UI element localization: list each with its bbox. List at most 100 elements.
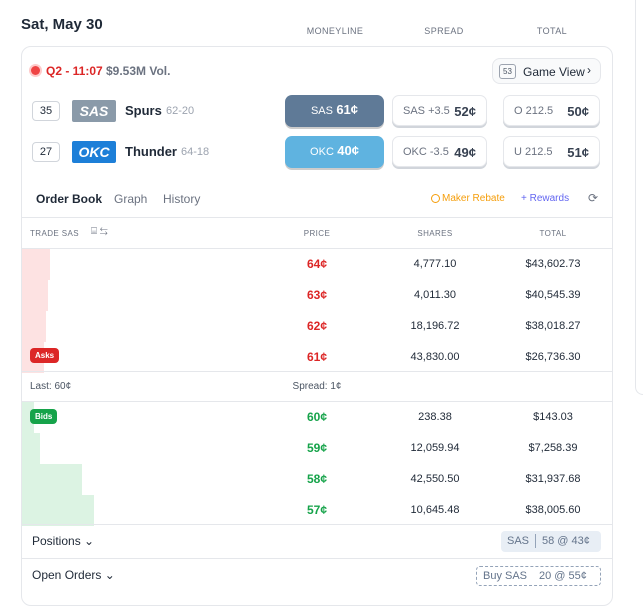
price: 61¢ (306, 350, 328, 364)
divider (22, 217, 612, 218)
depth-bar (22, 464, 82, 495)
col-header: TOTAL (536, 26, 568, 36)
spread-button[interactable]: OKC -3.5 49¢ (392, 136, 487, 167)
spread: Spread: 1¢ (292, 381, 342, 392)
asks-badge: Asks (30, 348, 60, 363)
price: 61¢ (336, 102, 359, 117)
shares: 10,645.48 (410, 504, 460, 516)
total: $26,736.30 (525, 351, 581, 363)
col-header: MONEYLINE (306, 26, 364, 36)
label: SAS (310, 105, 333, 117)
total: $143.03 (533, 411, 573, 423)
chevron: › (587, 63, 591, 77)
price: 58¢ (306, 472, 328, 486)
divider (22, 371, 612, 372)
side: SAS (507, 535, 530, 547)
depth-bar (22, 280, 48, 311)
depth-bar (22, 495, 94, 526)
label: Open Orders (32, 568, 102, 582)
price: 57¢ (306, 503, 328, 517)
label: OKC -3.5 (403, 146, 449, 158)
detail: 58 @ 43¢ (542, 535, 590, 547)
price: 50¢ (567, 104, 589, 119)
price: 49¢ (454, 145, 476, 160)
shares: 4,777.10 (413, 258, 457, 270)
divider (22, 248, 612, 249)
total: $43,602.73 (525, 258, 581, 270)
divider (22, 558, 612, 559)
shares: 18,196.72 (410, 320, 460, 332)
shares: 43,830.00 (410, 351, 460, 363)
divider (22, 524, 612, 525)
col-header: SPREAD (424, 26, 464, 36)
shares: 4,011.30 (413, 289, 457, 301)
col-header: SHARES (417, 229, 453, 238)
volume: $9.53M Vol. (106, 64, 171, 78)
maker-rebate[interactable]: Maker Rebate (442, 193, 505, 204)
divider (22, 401, 612, 402)
last-price: Last: 60¢ (30, 381, 72, 392)
rank: 27 (32, 142, 60, 162)
col-header: TOTAL (539, 229, 567, 238)
bids-badge: Bids (30, 409, 58, 424)
col-header: PRICE (303, 229, 331, 238)
refresh-icon[interactable]: ⟳ (588, 191, 599, 205)
price: 62¢ (306, 319, 328, 333)
record: 62-20 (166, 105, 195, 117)
price: 51¢ (567, 145, 589, 160)
side-panel (635, 0, 643, 395)
tab[interactable]: History (163, 192, 201, 206)
count: 53 (499, 64, 516, 79)
price: 59¢ (306, 441, 328, 455)
label: OKC (310, 146, 334, 158)
positions-title[interactable]: Positions ⌄ (32, 534, 95, 548)
col-header: TRADE SAS (30, 229, 79, 238)
depth-bar (22, 433, 40, 464)
status: Q2 - 11:07 (46, 64, 103, 78)
order-pill[interactable]: Buy SAS 20 @ 55¢ (476, 566, 601, 586)
price: 40¢ (337, 143, 359, 158)
coin-icon (431, 194, 440, 203)
shares: 12,059.94 (410, 442, 460, 454)
page: Sat, May 30 MONEYLINE SPREAD TOTAL Q2 - … (21, 0, 643, 606)
price: 64¢ (306, 257, 328, 271)
team-name: Spurs (125, 103, 162, 118)
spread-button[interactable]: SAS +3.5 52¢ (392, 95, 487, 126)
side: Buy SAS (483, 570, 528, 582)
rank: 35 (32, 101, 60, 121)
position-pill[interactable]: SAS 58 @ 43¢ (501, 531, 601, 552)
label: SAS +3.5 (403, 105, 450, 117)
live-dot (31, 66, 40, 75)
total: $38,018.27 (525, 320, 581, 332)
label: Positions (32, 534, 81, 548)
total-button[interactable]: O 212.5 50¢ (503, 95, 600, 126)
game-view-button[interactable]: 53 Game View › (492, 58, 601, 84)
depth-bar (22, 311, 46, 342)
icon[interactable]: ⌸ ⇆ (91, 226, 108, 237)
depth-bar (22, 249, 50, 280)
tab[interactable]: Graph (114, 192, 148, 206)
price: 52¢ (454, 104, 476, 119)
price: 60¢ (306, 410, 328, 424)
detail: 20 @ 55¢ (539, 570, 587, 582)
date: Sat, May 30 (21, 16, 103, 33)
tab[interactable]: Order Book (36, 192, 103, 206)
label: U 212.5 (514, 146, 553, 158)
rewards[interactable]: + Rewards (521, 193, 570, 204)
team-name: Thunder (125, 144, 177, 159)
team-logo: SAS (72, 100, 116, 122)
team-logo: OKC (72, 141, 116, 163)
open-orders-title[interactable]: Open Orders ⌄ (32, 568, 115, 582)
total: $7,258.39 (528, 442, 578, 454)
sep (535, 534, 536, 548)
total: $40,545.39 (525, 289, 581, 301)
total-button[interactable]: U 212.5 51¢ (503, 136, 600, 167)
record: 64-18 (181, 146, 210, 158)
shares: 42,550.50 (410, 473, 460, 485)
moneyline-button[interactable]: OKC 40¢ (285, 136, 384, 168)
price: 63¢ (306, 288, 328, 302)
moneyline-button[interactable]: SAS 61¢ (285, 95, 384, 127)
shares: 238.38 (418, 411, 452, 423)
total: $31,937.68 (525, 473, 581, 485)
label: O 212.5 (514, 105, 554, 117)
